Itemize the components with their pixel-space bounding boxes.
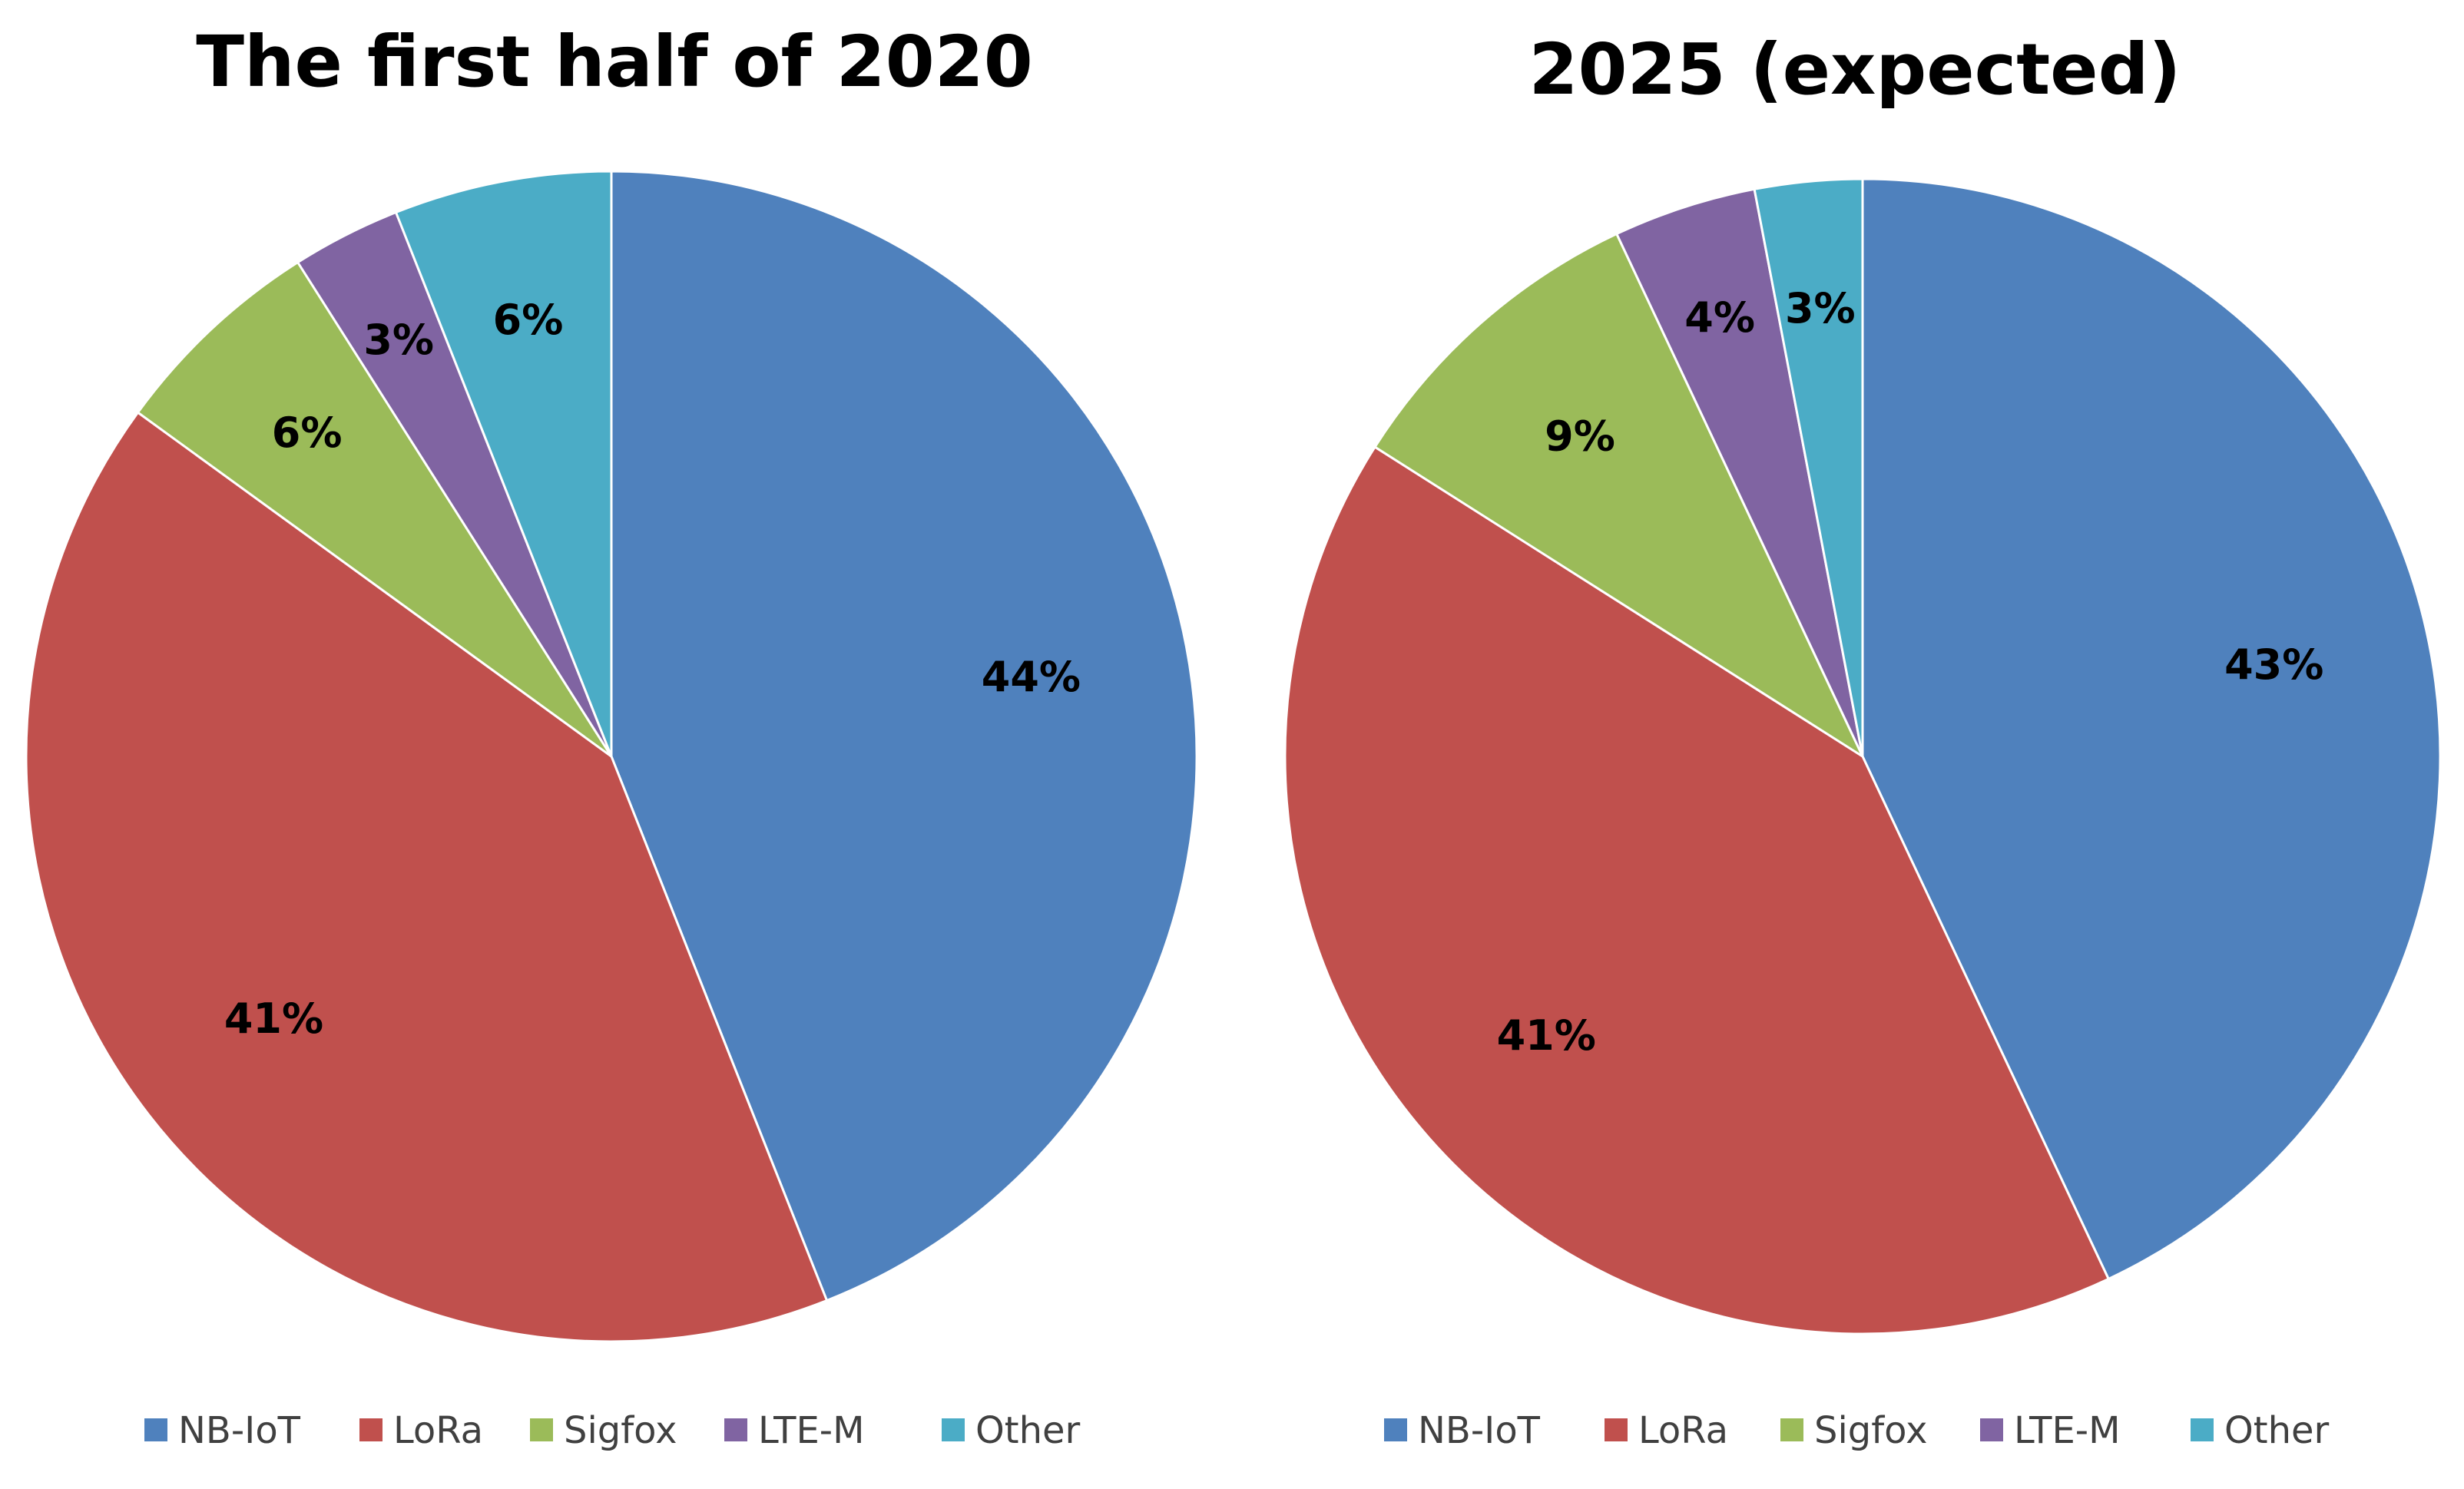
legend-label: Other: [975, 1409, 1081, 1452]
legend-item-lte-m: LTE-M: [1980, 1409, 2121, 1452]
pie-slices: [1283, 177, 2442, 1335]
legend-label: Sigfox: [1814, 1409, 1927, 1452]
legend: NB-IoT LoRa Sigfox LTE-M Other: [1384, 1409, 2330, 1452]
pie-slice-nb-iot: [610, 170, 1198, 1302]
pie-slices: [25, 170, 1198, 1343]
legend-label: NB-IoT: [178, 1409, 301, 1452]
legend-item-lte-m: LTE-M: [724, 1409, 865, 1452]
legend-label: LoRa: [393, 1409, 483, 1452]
legend-swatch: [1605, 1418, 1628, 1441]
legend-item-other: Other: [2191, 1409, 2330, 1452]
legend-label: LTE-M: [758, 1409, 865, 1452]
slice-label-nb-iot: 43%: [2224, 640, 2323, 689]
legend-item-lora: LoRa: [359, 1409, 483, 1452]
legend-swatch: [530, 1418, 553, 1441]
legend-swatch: [1980, 1418, 2003, 1441]
legend-item-nb-iot: NB-IoT: [144, 1409, 301, 1452]
legend-swatch: [1780, 1418, 1803, 1441]
slice-label-lte-m: 4%: [1684, 293, 1755, 342]
legend-swatch: [2191, 1418, 2214, 1441]
legend-item-lora: LoRa: [1605, 1409, 1728, 1452]
slice-label-lte-m: 3%: [363, 316, 434, 364]
legend-label: LTE-M: [2014, 1409, 2121, 1452]
legend-label: NB-IoT: [1418, 1409, 1541, 1452]
pie-slice-lora: [1283, 445, 2111, 1335]
pie-chart-2025: 2025 (expected) 43% 41% 9% 4% 3% NB-IoT LoRa S…: [1283, 28, 2442, 1452]
legend-item-sigfox: Sigfox: [530, 1409, 677, 1452]
chart-title: The first half of 2020: [196, 21, 1033, 103]
legend-swatch: [1384, 1418, 1407, 1441]
slice-label-lora: 41%: [224, 994, 323, 1043]
legend: NB-IoT LoRa Sigfox LTE-M Other: [144, 1409, 1081, 1452]
pie-slice-sigfox: [136, 260, 613, 758]
pie-slice-lte-m: [1615, 187, 1864, 757]
legend-label: LoRa: [1638, 1409, 1728, 1452]
legend-swatch: [724, 1418, 747, 1441]
legend-swatch: [144, 1418, 167, 1441]
slice-label-lora: 41%: [1497, 1011, 1596, 1060]
slice-label-sigfox: 6%: [272, 409, 343, 457]
pie-slice-lora: [25, 411, 829, 1343]
legend-swatch: [942, 1418, 965, 1441]
pie-slice-sigfox: [1373, 232, 1866, 760]
slice-labels: 43% 41% 9% 4% 3%: [1497, 284, 2324, 1060]
slice-label-other: 6%: [493, 296, 564, 344]
legend-item-nb-iot: NB-IoT: [1384, 1409, 1541, 1452]
slice-label-nb-iot: 44%: [982, 653, 1081, 701]
legend-label: Sigfox: [564, 1409, 677, 1452]
pie-slice-other: [394, 170, 613, 757]
legend-item-sigfox: Sigfox: [1780, 1409, 1927, 1452]
legend-label: Other: [2224, 1409, 2330, 1452]
chart-title: 2025 (expected): [1529, 28, 2181, 111]
pie-slice-nb-iot: [1861, 177, 2442, 1281]
pie-slice-other: [1753, 177, 1864, 757]
legend-swatch: [359, 1418, 383, 1441]
legend-item-other: Other: [942, 1409, 1081, 1452]
slice-label-other: 3%: [1785, 284, 1856, 333]
slice-label-sigfox: 9%: [1545, 412, 1615, 461]
pie-chart-2020: The first half of 2020 44% 41% 6% 3% 6% NB-I…: [25, 21, 1198, 1452]
slice-labels: 44% 41% 6% 3% 6%: [224, 296, 1081, 1043]
